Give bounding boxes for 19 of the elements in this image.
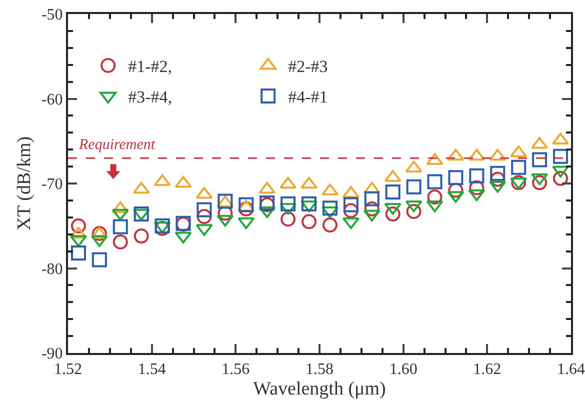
y-tick-label: -70 (41, 176, 63, 194)
x-tick-label: 1.64 (557, 361, 585, 378)
x-tick-label: 1.56 (222, 361, 250, 378)
legend-label: #2-#3 (288, 57, 328, 76)
x-tick-label: 1.60 (389, 361, 418, 378)
x-tick-label: 1.62 (473, 361, 502, 378)
y-tick-label: -90 (41, 346, 63, 363)
x-tick-label: 1.58 (306, 361, 334, 378)
x-tick-label: 1.54 (138, 361, 166, 378)
y-tick-label: -60 (41, 91, 63, 108)
x-tick-label: 1.52 (54, 361, 82, 378)
y-tick-label: -80 (41, 260, 63, 278)
legend-label: #1-#2, (128, 57, 172, 76)
y-axis-title: XT (dB/km) (14, 136, 35, 231)
y-tick-label: -50 (41, 6, 63, 24)
legend-label: #4-#1 (288, 88, 328, 107)
ref-line-label: Requirement (78, 137, 156, 153)
x-axis-title: Wavelength (μm) (253, 378, 386, 400)
legend-label: #3-#4, (128, 88, 172, 107)
